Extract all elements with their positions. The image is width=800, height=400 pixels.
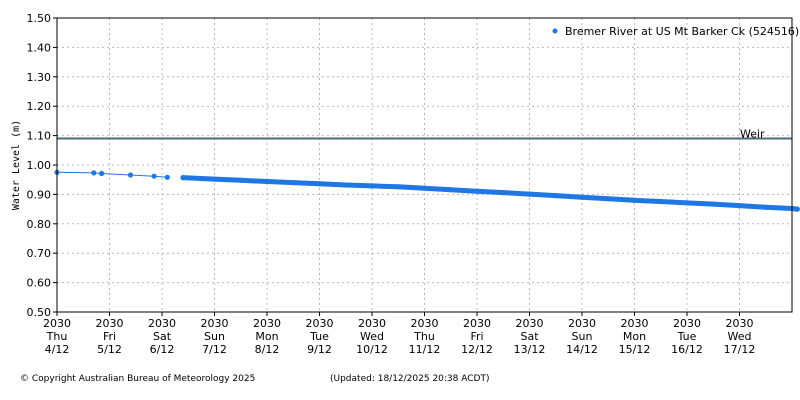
y-tick-label: 0.80 xyxy=(27,218,52,231)
series-layer xyxy=(54,169,800,212)
x-tick-label: 2030 xyxy=(463,317,491,330)
x-tick-label: 2030 xyxy=(516,317,544,330)
x-tick-label: 13/12 xyxy=(514,343,546,356)
x-tick-label: 2030 xyxy=(201,317,229,330)
y-tick-label: 1.40 xyxy=(27,41,52,54)
x-tick-label: 4/12 xyxy=(45,343,70,356)
x-tick-label: 2030 xyxy=(253,317,281,330)
legend: Bremer River at US Mt Barker Ck (524516) xyxy=(552,25,799,38)
x-tick-label: 2030 xyxy=(568,317,596,330)
x-tick-label: 16/12 xyxy=(671,343,703,356)
data-point xyxy=(710,201,716,207)
x-tick-label: 2030 xyxy=(148,317,176,330)
data-point xyxy=(164,174,170,180)
x-axis-ticks: 2030Thu4/122030Fri5/122030Sat6/122030Sun… xyxy=(43,312,755,356)
data-point xyxy=(421,185,428,191)
data-point xyxy=(763,204,769,210)
grid xyxy=(56,17,792,313)
x-tick-label: 2030 xyxy=(411,317,439,330)
y-tick-label: 1.50 xyxy=(27,12,52,25)
x-tick-label: Thu xyxy=(413,330,435,343)
data-point xyxy=(180,175,186,181)
x-tick-label: Mon xyxy=(255,330,278,343)
x-tick-label: 17/12 xyxy=(724,343,756,356)
series-line-start xyxy=(56,171,168,178)
x-tick-label: 6/12 xyxy=(150,343,175,356)
y-axis-title: Water Level (m) xyxy=(11,120,22,210)
data-point xyxy=(211,176,218,182)
y-tick-label: 1.30 xyxy=(27,71,52,84)
x-tick-label: 9/12 xyxy=(307,343,332,356)
data-point xyxy=(684,200,690,206)
data-point xyxy=(290,180,296,186)
data-point xyxy=(395,184,401,190)
weir-label: Weir xyxy=(740,128,765,141)
data-point xyxy=(238,177,244,183)
data-point xyxy=(343,182,349,188)
reference-lines: Weir xyxy=(57,128,792,141)
x-tick-label: Sat xyxy=(520,330,539,343)
x-tick-label: Mon xyxy=(623,330,646,343)
x-tick-label: Sun xyxy=(204,330,225,343)
data-point xyxy=(631,197,638,203)
x-tick-label: 8/12 xyxy=(255,343,280,356)
y-tick-label: 1.10 xyxy=(27,130,52,143)
y-tick-label: 1.20 xyxy=(27,100,52,113)
y-tick-label: 0.50 xyxy=(27,306,52,319)
x-tick-label: 11/12 xyxy=(409,343,441,356)
data-point xyxy=(99,170,105,177)
x-tick-label: 14/12 xyxy=(566,343,598,356)
legend-label: Bremer River at US Mt Barker Ck (524516) xyxy=(565,25,799,38)
copyright-text: © Copyright Australian Bureau of Meteoro… xyxy=(20,374,256,384)
updated-text: (Updated: 18/12/2025 20:38 ACDT) xyxy=(330,374,490,384)
data-point xyxy=(553,193,559,199)
x-tick-label: Thu xyxy=(46,330,68,343)
x-tick-label: 2030 xyxy=(43,317,71,330)
x-tick-label: Tue xyxy=(677,330,697,343)
data-point xyxy=(91,170,97,176)
series-line-dense xyxy=(180,175,800,212)
x-tick-label: 2030 xyxy=(621,317,649,330)
y-tick-label: 0.70 xyxy=(27,247,52,260)
x-tick-label: 2030 xyxy=(673,317,701,330)
data-point xyxy=(605,196,611,202)
x-tick-label: 2030 xyxy=(358,317,386,330)
x-tick-label: 12/12 xyxy=(461,343,493,356)
y-axis-ticks: 0.50 0.60 0.70 0.80 0.90 1.00 1.10 1.20 1.30 1.40… xyxy=(27,12,57,319)
x-tick-label: 2030 xyxy=(726,317,754,330)
data-point xyxy=(658,198,664,205)
data-point xyxy=(736,203,743,209)
x-tick-label: Wed xyxy=(360,330,384,343)
x-tick-label: 10/12 xyxy=(356,343,388,356)
x-tick-label: 7/12 xyxy=(202,343,227,356)
legend-marker xyxy=(552,28,558,34)
data-point xyxy=(474,188,480,194)
x-tick-label: 15/12 xyxy=(619,343,651,356)
data-point xyxy=(369,183,375,189)
y-tick-label: 0.90 xyxy=(27,188,52,201)
x-tick-label: 2030 xyxy=(306,317,334,330)
data-point xyxy=(579,194,585,200)
data-point xyxy=(448,187,454,193)
x-tick-label: Fri xyxy=(103,330,116,343)
x-tick-label: 2030 xyxy=(96,317,124,330)
x-tick-label: Tue xyxy=(309,330,329,343)
x-tick-label: Fri xyxy=(470,330,483,343)
x-tick-label: Sat xyxy=(153,330,172,343)
y-tick-label: 0.60 xyxy=(27,277,52,290)
data-point xyxy=(794,206,800,212)
data-point xyxy=(316,181,323,187)
data-point xyxy=(264,178,270,185)
data-point xyxy=(151,173,157,179)
x-tick-label: 5/12 xyxy=(97,343,122,356)
data-point xyxy=(127,172,134,178)
x-tick-label: Sun xyxy=(572,330,593,343)
y-tick-label: 1.00 xyxy=(27,159,52,172)
data-point xyxy=(500,190,506,196)
data-point xyxy=(526,191,533,197)
x-tick-label: Wed xyxy=(728,330,752,343)
